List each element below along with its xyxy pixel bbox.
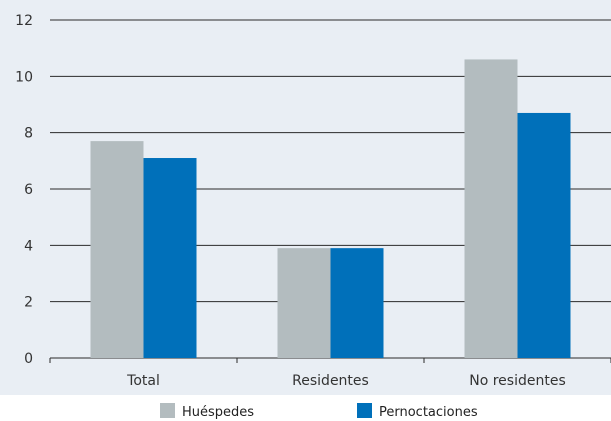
y-tick-label: 0 — [24, 351, 33, 367]
y-tick-label: 6 — [24, 182, 33, 198]
x-category-label: Residentes — [292, 373, 369, 389]
bar-hu-spedes-0 — [90, 141, 144, 358]
legend-swatch — [160, 403, 175, 418]
x-category-label: Total — [126, 373, 160, 389]
y-tick-label: 2 — [24, 295, 33, 311]
bar-hu-spedes-2 — [464, 59, 518, 358]
legend-label: Pernoctaciones — [379, 405, 478, 420]
bar-hu-spedes-1 — [277, 248, 331, 358]
y-tick-label: 12 — [15, 13, 33, 29]
y-tick-label: 8 — [24, 126, 33, 142]
bar-pernoctaciones-1 — [330, 248, 384, 358]
bar-pernoctaciones-0 — [143, 158, 197, 358]
legend-swatch — [357, 403, 372, 418]
y-tick-label: 10 — [15, 69, 33, 85]
legend-label: Huéspedes — [182, 405, 254, 420]
y-tick-label: 4 — [24, 238, 33, 254]
x-category-label: No residentes — [469, 373, 566, 389]
bar-pernoctaciones-2 — [517, 112, 571, 358]
